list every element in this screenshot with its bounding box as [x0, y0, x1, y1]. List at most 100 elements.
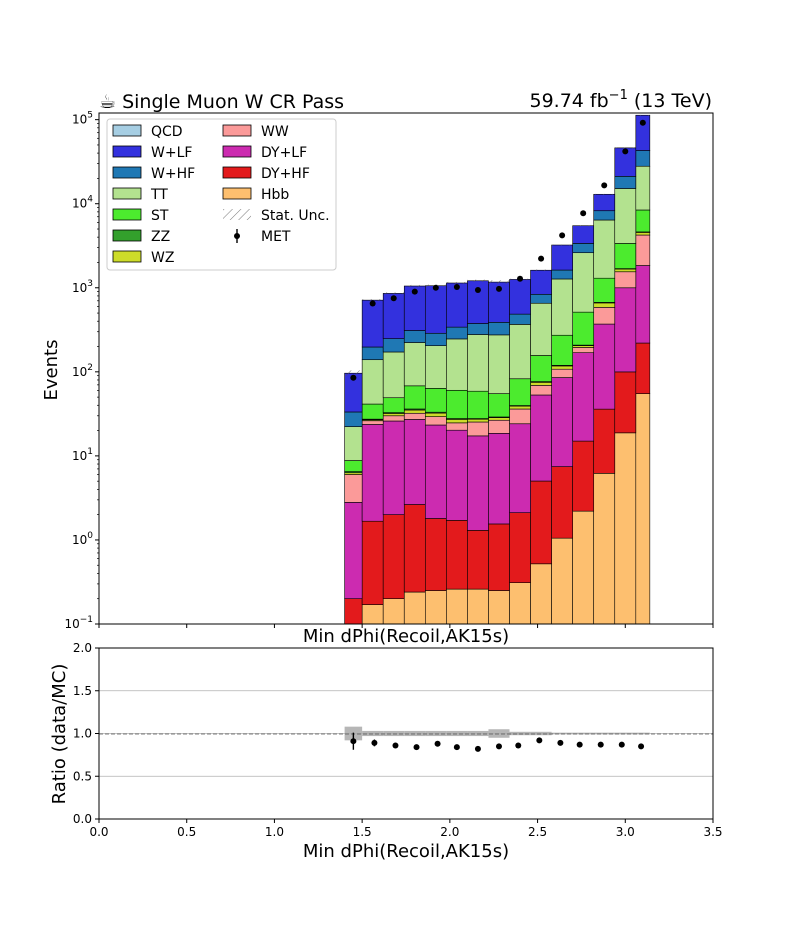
bar-w-lf-bin-8: [509, 279, 531, 315]
ratio-y-tick-label-0: 0.0: [73, 812, 92, 826]
legend-swatch-st: [112, 208, 142, 221]
bar-w-lf-bin-4: [424, 285, 447, 334]
bar-w-hf-bin-2: [382, 338, 405, 353]
bar-dy-lf-bin-12: [593, 323, 616, 410]
bar-dy-hf-bin-2: [382, 514, 405, 600]
ratio-y-tick-label-4: 2.0: [73, 641, 92, 655]
bar-wz-bin-3: [403, 409, 426, 414]
bar-w-hf-bin-4: [424, 332, 447, 346]
legend-swatch-w-hf: [112, 166, 142, 179]
bar-wz-bin-7: [488, 417, 510, 421]
legend-label-hbb: Hbb: [261, 187, 289, 203]
bar-dy-lf-bin-3: [403, 419, 426, 505]
y-tick-exp-3: 2: [87, 363, 93, 373]
y-tick-label-2: 103: [72, 279, 93, 295]
bar-ww-bin-12: [593, 307, 616, 325]
bar-dy-lf-bin-5: [446, 429, 468, 521]
bar-st-bin-12: [593, 277, 616, 303]
data-point-14: [639, 119, 646, 126]
stat-unc-bin-13: [614, 147, 636, 149]
ratio-point-12: [597, 741, 604, 748]
ratio-point-7: [495, 743, 502, 750]
bar-st-bin-0: [344, 460, 363, 472]
y-tick-label-6: 10−1: [64, 615, 93, 631]
main-x-ticks: [98, 624, 714, 628]
bar-hbb-bin-6: [467, 588, 489, 624]
bar-w-hf-bin-12: [593, 210, 616, 221]
bar-w-hf-bin-6: [467, 323, 489, 335]
y-tick-exp-0: 5: [87, 111, 93, 121]
bar-ww-bin-11: [572, 347, 595, 353]
bar-wz-bin-10: [551, 365, 573, 370]
bar-ww-bin-2: [382, 415, 405, 422]
bar-dy-hf-bin-10: [551, 466, 573, 539]
bar-w-lf-bin-11: [572, 225, 595, 244]
y-tick-base-3: 10: [72, 365, 87, 379]
ratio-point-1: [371, 739, 378, 746]
main-plot-frame: [98, 112, 714, 625]
bar-w-hf-bin-10: [551, 269, 573, 280]
legend-label-tt: TT: [150, 187, 168, 203]
bar-st-bin-6: [467, 390, 489, 419]
bar-dy-hf-bin-8: [509, 512, 531, 583]
bar-ww-bin-9: [530, 385, 552, 396]
bar-dy-lf-bin-9: [530, 394, 552, 482]
legend: QCD W+LF W+HF TT ST ZZ WZ WW DY+LF DY+HF Hbb Stat. …: [106, 118, 337, 271]
stack-bars: [344, 114, 651, 624]
bar-tt-bin-13: [614, 188, 637, 244]
y-tick-base-0: 10: [72, 113, 87, 127]
bar-dy-hf-bin-13: [614, 371, 637, 434]
luminosity-main: 59.74 fb: [529, 90, 608, 112]
bar-w-lf-bin-12: [593, 193, 616, 212]
bar-dy-lf-bin-7: [488, 433, 510, 525]
ratio-point-0: [350, 738, 357, 745]
bar-w-hf-bin-3: [403, 330, 426, 343]
ratio-x-ticks: 0.0 0.5 1.0 1.5 2.0 2.5 3.0 3.5: [89, 819, 723, 839]
bar-ww-bin-8: [509, 408, 531, 425]
bar-w-lf-bin-1: [361, 299, 384, 348]
data-point-7: [495, 285, 502, 292]
data-point-4: [432, 284, 439, 291]
data-point-1: [369, 300, 376, 307]
bar-wz-bin-2: [382, 413, 405, 417]
stat-unc-bin-1: [362, 299, 384, 302]
bar-st-bin-14: [635, 209, 651, 233]
ratio-mc-unc-bin-5: [446, 730, 468, 737]
bar-st-bin-11: [572, 311, 595, 346]
ratio-y-tick-label-2: 1.0: [73, 727, 92, 741]
ratio-x-tick-label-7: 3.5: [703, 825, 722, 839]
stat-unc-bin-0: [344, 370, 363, 377]
stat-unc-bin-9: [530, 269, 552, 271]
bar-hbb-bin-7: [488, 590, 510, 624]
bar-hbb-bin-8: [509, 582, 531, 624]
bar-tt-bin-7: [488, 334, 510, 394]
bar-hbb-bin-10: [551, 537, 573, 624]
bar-wz-bin-5: [446, 419, 468, 424]
bar-st-bin-4: [424, 388, 447, 413]
ratio-mc-unc-bin-1: [362, 730, 384, 737]
ratio-point-3: [413, 744, 420, 751]
y-tick-exp-2: 3: [87, 279, 93, 289]
bar-st-bin-5: [446, 389, 468, 419]
bar-w-hf-bin-8: [509, 313, 531, 325]
bar-st-bin-10: [551, 334, 573, 366]
legend-label-w-hf: W+HF: [151, 166, 195, 182]
ratio-mc-unc-bin-12: [593, 732, 615, 735]
luminosity-exponent: −1: [609, 88, 628, 103]
bar-dy-hf-bin-4: [424, 518, 447, 591]
ratio-x-tick-label-3: 1.5: [353, 825, 372, 839]
bar-tt-bin-14: [635, 165, 651, 211]
data-points: [350, 119, 646, 381]
ratio-x-tick-label-5: 2.5: [528, 825, 547, 839]
bar-dy-hf-bin-14: [635, 342, 651, 394]
data-point-2: [390, 295, 397, 302]
luminosity-label: 59.74 fb−1 (13 TeV): [529, 88, 712, 112]
bar-w-hf-bin-5: [446, 326, 468, 340]
bar-dy-lf-bin-11: [572, 352, 595, 442]
stat-unc-bin-12: [593, 193, 615, 195]
bar-dy-lf-bin-0: [344, 502, 363, 599]
ratio-x-tick-label-2: 1.0: [265, 825, 284, 839]
stat-uncertainty-band: [344, 114, 650, 377]
bar-dy-lf-bin-4: [424, 424, 447, 519]
